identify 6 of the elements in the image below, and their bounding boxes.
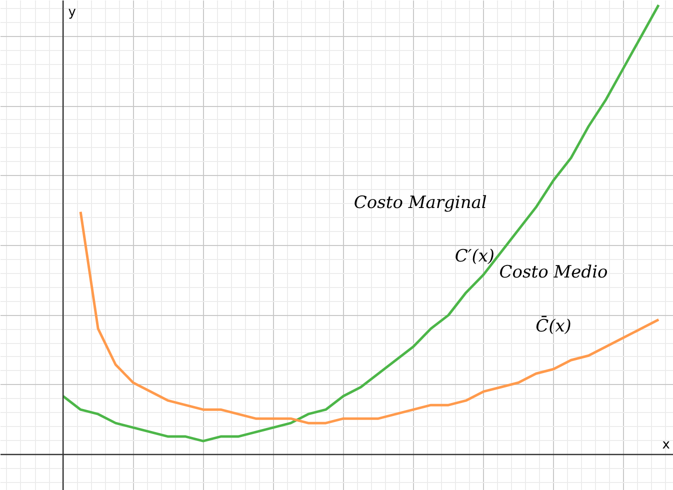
annotation: Costo Medio	[499, 262, 608, 282]
x-axis-title: x	[662, 437, 670, 452]
y-axis-title: y	[68, 4, 76, 20]
annotation: Costo Marginal	[354, 192, 487, 213]
annotation: C̄(x)	[536, 315, 572, 336]
annotation: C′(x)	[454, 246, 495, 267]
